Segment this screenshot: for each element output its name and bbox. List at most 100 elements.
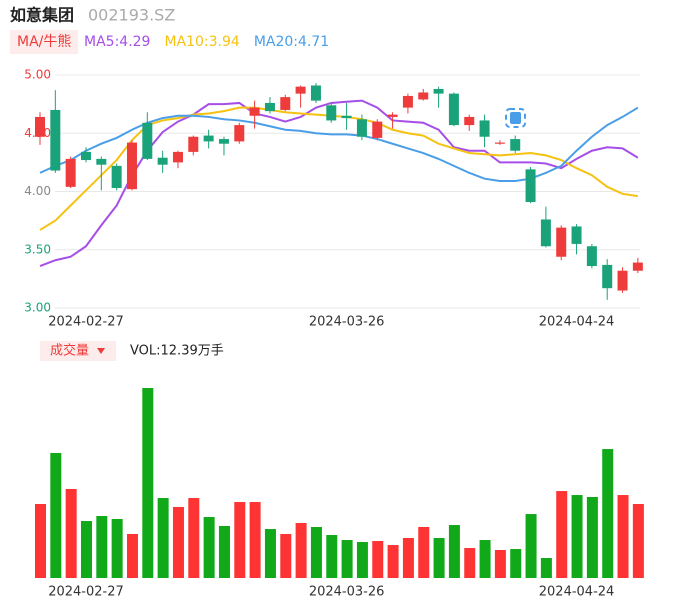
candle-body — [448, 93, 459, 126]
candle-body — [372, 121, 383, 138]
ma-line — [39, 106, 639, 231]
candle-body — [494, 142, 505, 144]
candle-body — [402, 95, 413, 108]
candle-body — [264, 102, 275, 112]
y-tick-label: 3.50 — [24, 242, 51, 256]
candle-body — [96, 158, 107, 165]
candle-body — [586, 246, 597, 267]
ma-button-bg[interactable] — [10, 30, 78, 54]
volume-bar — [510, 549, 522, 578]
volume-bar — [203, 517, 215, 578]
volume-bar — [172, 506, 184, 578]
candle-body — [418, 92, 429, 100]
candle-body — [356, 119, 367, 137]
legend-entry: MA20:4.71 — [254, 34, 329, 50]
volume-x-tick-label: 2024-02-27 — [48, 585, 124, 600]
volume-bar — [540, 557, 552, 578]
volume-bar — [448, 525, 460, 578]
volume-bar — [188, 498, 200, 578]
volume-bar — [341, 540, 353, 578]
volume-bar — [126, 533, 138, 578]
candle-body — [341, 115, 352, 119]
candle-body — [326, 105, 337, 121]
candle-body — [433, 88, 444, 94]
volume-x-tick-label: 2024-03-26 — [309, 585, 385, 600]
candle-body — [310, 85, 321, 101]
candle-body — [387, 114, 398, 117]
candle-body — [234, 125, 245, 142]
volume-bar — [387, 545, 399, 578]
volume-bar — [479, 540, 491, 578]
volume-bar — [50, 452, 62, 578]
candle-body — [188, 136, 199, 152]
candle-body — [157, 157, 168, 165]
volume-bar — [326, 534, 338, 578]
volume-bar — [264, 529, 276, 578]
volume-bar — [525, 514, 537, 578]
volume-bar — [157, 498, 169, 578]
marker-body[interactable] — [510, 112, 521, 124]
legend-entry: MA5:4.29 — [84, 34, 150, 50]
candle-body — [571, 226, 582, 244]
volume-bar — [632, 503, 644, 578]
volume-bar — [494, 549, 506, 578]
candle-body — [65, 158, 76, 187]
ma-button[interactable]: MA/牛熊 — [17, 34, 71, 50]
candle-body — [142, 122, 153, 159]
x-tick-label: 2024-04-24 — [539, 315, 615, 330]
volume-bar — [280, 533, 292, 578]
volume-bar — [418, 526, 430, 578]
volume-bar — [234, 502, 246, 578]
volume-bar — [111, 518, 123, 578]
volume-bar — [433, 537, 445, 578]
volume-bar — [142, 388, 154, 578]
plot: 3.003.504.004.505.002024-02-272024-02-27… — [24, 34, 644, 600]
candle-body — [218, 139, 229, 144]
x-tick-label: 2024-02-27 — [48, 315, 124, 330]
candle-body — [111, 165, 122, 189]
candle-body — [203, 135, 214, 142]
ma-line — [39, 99, 639, 267]
volume-bar — [218, 525, 230, 578]
marker-icon[interactable] — [505, 108, 526, 128]
stock-code: 002193.SZ — [88, 6, 175, 25]
candle-body — [295, 86, 306, 94]
candle-body — [80, 151, 91, 161]
candle-body — [172, 151, 183, 163]
candle-body — [556, 227, 567, 257]
volume-bar — [602, 449, 614, 578]
candle-body — [35, 116, 45, 137]
volume-bar — [35, 503, 46, 578]
candle-body — [280, 97, 291, 110]
y-tick-label: 3.00 — [24, 301, 51, 315]
volume-bar — [295, 522, 307, 578]
volume-bar — [556, 491, 568, 578]
volume-button-bg[interactable] — [40, 341, 116, 361]
y-tick-label: 4.00 — [24, 184, 51, 198]
y-tick-label: 5.00 — [24, 68, 51, 82]
volume-bar — [617, 495, 629, 578]
volume-button[interactable]: 成交量 — [50, 343, 89, 359]
volume-bar — [249, 502, 261, 578]
volume-bar — [586, 497, 598, 578]
candle-body — [464, 116, 475, 126]
volume-label: VOL:12.39万手 — [130, 344, 224, 359]
candle-body — [617, 270, 628, 291]
volume-bar — [80, 521, 92, 578]
candle-body — [525, 169, 536, 202]
x-tick-label: 2024-03-26 — [309, 315, 385, 330]
candle-body — [50, 109, 61, 171]
volume-bar — [96, 516, 108, 578]
volume-bar — [310, 526, 322, 578]
marker-frame[interactable] — [505, 108, 526, 128]
volume-bar — [571, 495, 583, 578]
dropdown-arrow[interactable] — [97, 348, 105, 354]
stock-name: 如意集团 — [10, 6, 74, 25]
volume-bar — [65, 489, 77, 578]
volume-bar — [464, 548, 476, 578]
legend-entry: MA10:3.94 — [164, 34, 239, 50]
candle-body — [632, 262, 643, 271]
ma-line — [39, 106, 639, 183]
candle-body — [540, 219, 551, 247]
